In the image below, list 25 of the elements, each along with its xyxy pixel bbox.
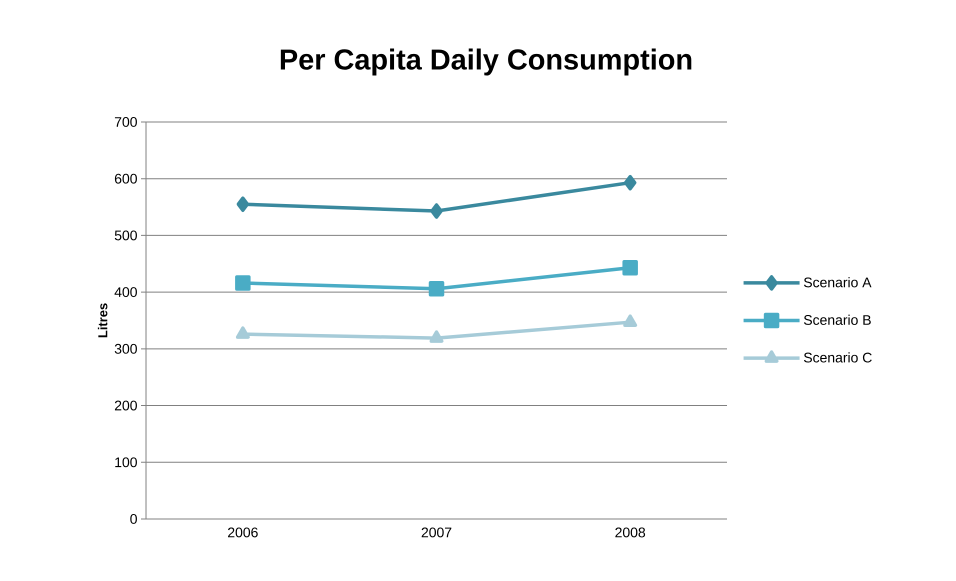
y-tick-label: 100 bbox=[115, 457, 137, 468]
point bbox=[236, 196, 250, 212]
x-tick-label: 2008 bbox=[615, 527, 646, 538]
x-tick-label: 2006 bbox=[228, 527, 258, 538]
x-tick-label: 2007 bbox=[422, 527, 452, 538]
point bbox=[235, 275, 251, 291]
y-tick-label: 600 bbox=[114, 174, 137, 184]
y-tick-label: 500 bbox=[114, 230, 137, 240]
y-tick-label: 700 bbox=[114, 117, 137, 127]
point bbox=[622, 260, 638, 276]
point bbox=[428, 280, 444, 296]
point bbox=[236, 326, 250, 339]
point bbox=[430, 330, 444, 343]
y-tick-label: 400 bbox=[114, 287, 137, 298]
chart-title: Per Capita Daily Consumption bbox=[280, 48, 692, 76]
y-tick-label: 0 bbox=[130, 514, 137, 524]
legend-label: Scenario C bbox=[804, 352, 872, 363]
y-tick-label: 300 bbox=[114, 344, 137, 354]
y-tick-label: 200 bbox=[114, 400, 137, 410]
y-axis-title: Litres bbox=[98, 303, 108, 338]
legend-label: Scenario B bbox=[804, 314, 871, 325]
point bbox=[624, 174, 636, 190]
point bbox=[623, 314, 638, 327]
legend-label: Scenario A bbox=[804, 277, 872, 288]
point bbox=[430, 203, 443, 219]
